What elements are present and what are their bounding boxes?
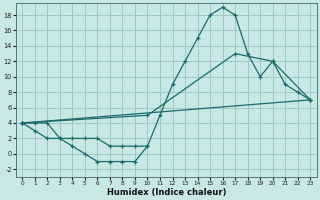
X-axis label: Humidex (Indice chaleur): Humidex (Indice chaleur) bbox=[107, 188, 226, 197]
